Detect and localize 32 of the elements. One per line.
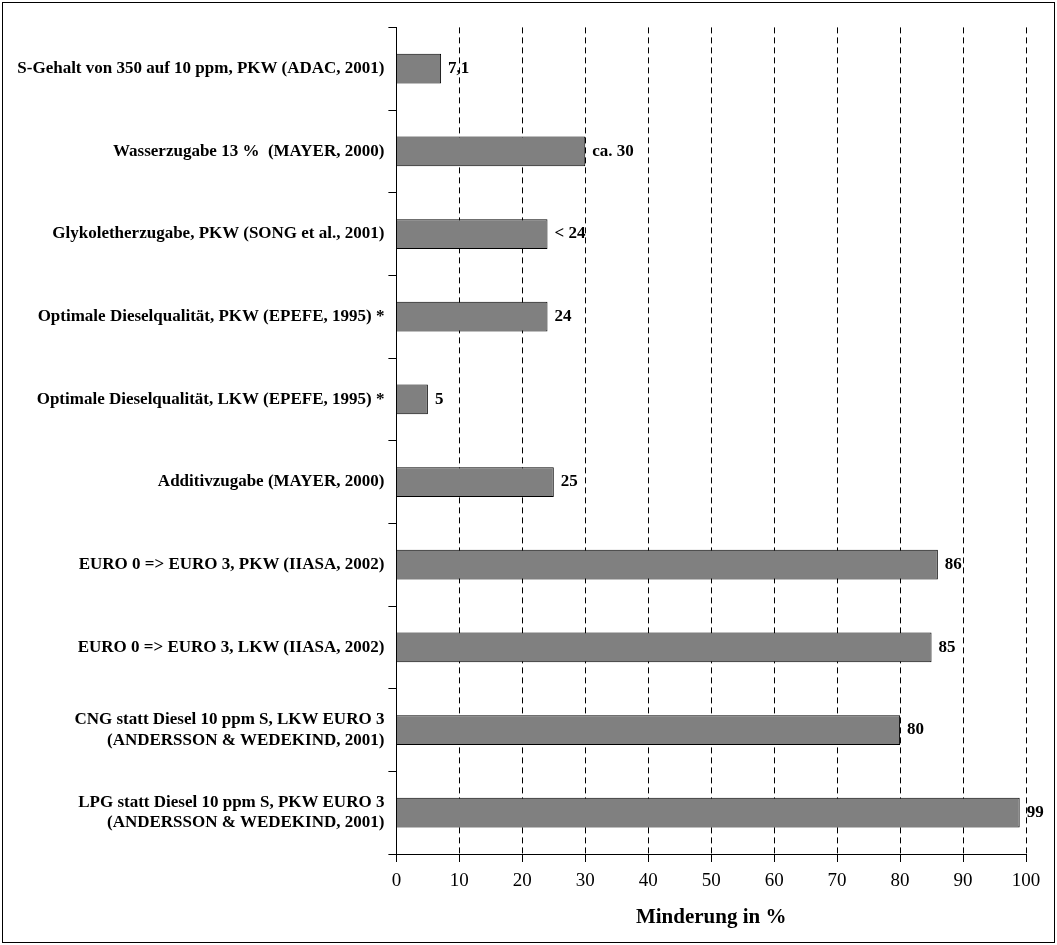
data-label: ca. 30: [592, 140, 634, 160]
x-tick-label: 40: [638, 869, 658, 891]
data-label: 24: [554, 306, 572, 326]
y-tick-label: Additivzugabe (MAYER, 2000): [157, 471, 385, 491]
y-tick-label: Glykoletherzugabe, PKW (SONG et al., 2001): [52, 223, 385, 243]
x-tick-label: 90: [953, 869, 973, 891]
y-tick-label: CNG statt Diesel 10 ppm S, LKW EURO 3 (ANDERSSON & WEDEKIND, 2001): [74, 709, 385, 749]
x-tick-label: 80: [890, 869, 910, 891]
data-label: 25: [560, 471, 578, 491]
x-tick-label: 50: [701, 869, 721, 891]
x-axis-title: Minderung in %: [635, 903, 787, 928]
x-tick-label: 30: [575, 869, 595, 891]
data-label: 86: [944, 554, 962, 574]
data-label: 85: [938, 636, 956, 656]
data-label: < 24: [554, 223, 586, 243]
y-tick-label: Optimale Dieselqualität, LKW (EPEFE, 1995) *: [36, 388, 385, 408]
x-tick-label: 100: [1011, 869, 1041, 891]
y-tick-label: S-Gehalt von 350 auf 10 ppm, PKW (ADAC, 2001): [17, 58, 385, 78]
y-tick-label: LPG statt Diesel 10 ppm S, PKW EURO 3 (ANDERSSON & WEDEKIND, 2001): [78, 791, 385, 832]
x-tick-label: 10: [449, 869, 469, 891]
y-tick-label: EURO 0 => EURO 3, LKW (IIASA, 2002): [77, 636, 385, 656]
data-label: 7,1: [448, 58, 470, 78]
x-tick-label: 60: [764, 869, 784, 891]
x-tick-label: 70: [827, 869, 847, 891]
data-label: 80: [907, 719, 925, 739]
data-label: 5: [434, 388, 444, 408]
data-label: 99: [1026, 802, 1044, 822]
x-tick-label: 0: [391, 869, 402, 891]
x-tick-label: 20: [512, 869, 532, 891]
y-tick-label: Wasserzugabe 13 % (MAYER, 2000): [113, 140, 385, 160]
y-tick-label: EURO 0 => EURO 3, PKW (IIASA, 2002): [78, 554, 385, 574]
y-tick-label: Optimale Dieselqualität, PKW (EPEFE, 1995) *: [37, 306, 385, 326]
